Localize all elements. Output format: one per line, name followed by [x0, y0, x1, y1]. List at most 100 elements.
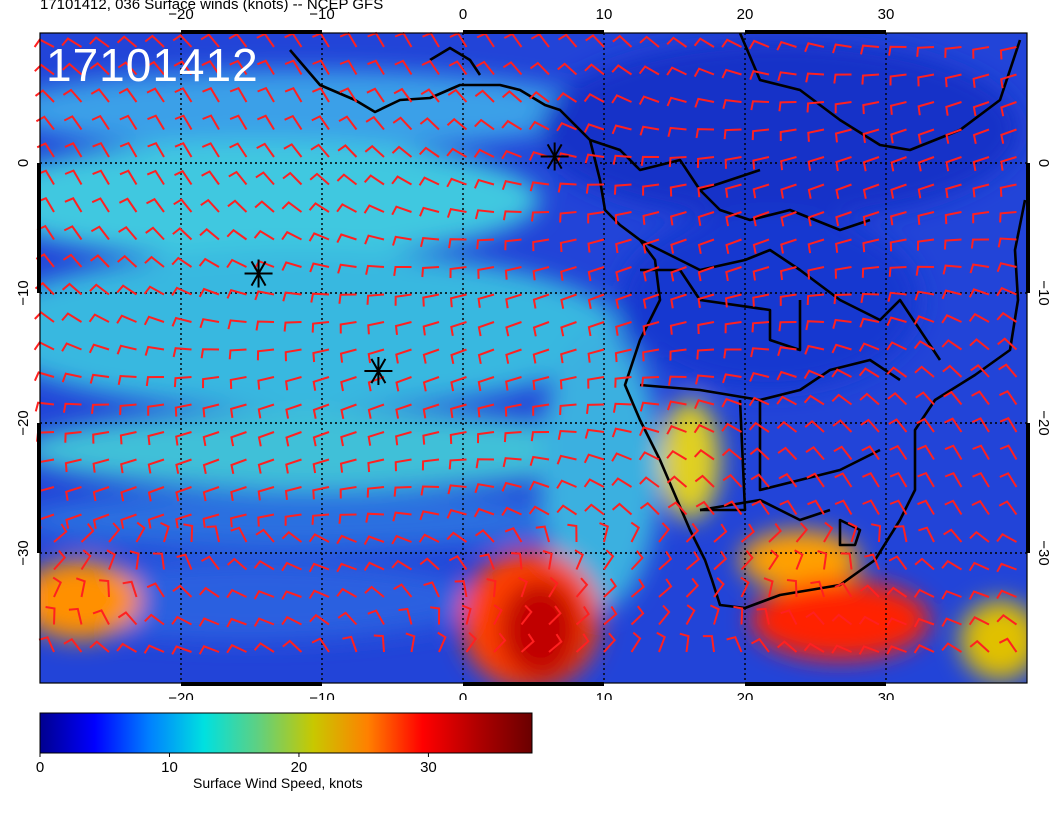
wind-barb — [309, 613, 330, 626]
wind-barb — [858, 342, 880, 352]
wind-barb — [422, 403, 440, 419]
wind-barb — [560, 266, 577, 281]
wind-barb — [176, 553, 193, 570]
wind-barb — [999, 183, 1017, 197]
wind-barb — [172, 33, 193, 48]
wind-barb — [888, 555, 908, 571]
wind-barb — [944, 471, 963, 488]
wind-barb — [473, 507, 495, 518]
wind-barb — [227, 199, 248, 213]
wind-barb — [34, 311, 55, 323]
wind-barb — [886, 316, 907, 327]
wind-barb — [45, 606, 56, 625]
wind-barb — [778, 321, 797, 332]
wind-barb — [65, 486, 82, 501]
wind-barb — [339, 59, 358, 76]
asterisk-marker — [244, 259, 273, 288]
wind-barb — [888, 266, 907, 277]
wind-barb — [342, 635, 358, 653]
wind-barb — [835, 156, 852, 172]
wind-barb — [92, 486, 110, 502]
wind-barb — [915, 265, 935, 276]
wind-barb — [614, 348, 632, 363]
wind-barb — [474, 118, 495, 131]
wind-barb — [679, 632, 690, 653]
wind-barb — [228, 170, 248, 186]
wind-barb — [587, 348, 605, 363]
wind-barb — [201, 170, 220, 186]
wind-barb — [917, 183, 935, 199]
wind-barb — [723, 128, 742, 140]
wind-barb — [38, 636, 55, 653]
wind-barb — [363, 561, 385, 571]
wind-barb — [61, 372, 82, 383]
wind-barb — [64, 197, 83, 213]
colorbar-tick-label: 10 — [161, 759, 178, 776]
wind-barb — [587, 211, 605, 224]
wind-barb — [75, 577, 86, 598]
wind-barb — [685, 604, 696, 625]
lat-tick-label-right: −20 — [1035, 410, 1052, 435]
wind-barb — [917, 101, 935, 116]
wind-barb — [447, 484, 467, 495]
wind-barb — [777, 71, 797, 82]
wind-barb — [834, 582, 853, 598]
wind-barb — [99, 579, 110, 598]
wind-barb — [858, 645, 880, 655]
wind-barb — [117, 254, 138, 268]
wind-barb — [89, 283, 110, 296]
wind-barb — [418, 146, 440, 158]
wind-barb — [520, 633, 535, 653]
wind-barb — [780, 238, 797, 254]
wind-barb — [147, 403, 165, 416]
wind-barb — [805, 611, 825, 626]
lon-tick-label-bottom: 0 — [459, 690, 467, 700]
wind-barb — [894, 525, 908, 543]
wind-barb — [183, 523, 194, 543]
wind-barb — [173, 376, 192, 388]
wind-barb — [864, 553, 880, 570]
wind-barb — [119, 169, 138, 186]
wind-barb — [501, 506, 522, 516]
lat-tick-label-left: −30 — [15, 540, 32, 565]
wind-barb — [834, 499, 853, 516]
wind-barb — [449, 293, 467, 308]
wind-barb — [92, 458, 110, 473]
wind-barb — [941, 617, 962, 627]
wind-barb — [886, 341, 907, 351]
wind-barb — [890, 183, 907, 199]
wind-barb — [557, 429, 577, 441]
wind-barb — [794, 549, 804, 570]
wind-barb — [363, 535, 385, 545]
wind-barb — [862, 156, 880, 172]
wind-barb — [309, 172, 330, 186]
wind-barb — [941, 339, 963, 351]
wind-barb — [257, 513, 275, 527]
wind-barb — [336, 562, 357, 573]
wind-barb — [971, 417, 990, 433]
wind-barb — [722, 99, 742, 110]
wind-barb — [586, 403, 605, 415]
wind-barb — [338, 293, 357, 304]
wind-barb — [311, 637, 330, 653]
wind-barb — [281, 590, 302, 600]
wind-barb — [972, 211, 990, 224]
wind-barb — [172, 227, 193, 241]
wind-barb — [697, 266, 715, 282]
wind-barb — [831, 644, 852, 654]
wind-barb — [583, 453, 605, 464]
wind-barb — [724, 156, 742, 169]
wind-barb — [175, 486, 192, 502]
wind-barb — [831, 613, 853, 626]
wind-barb — [832, 419, 853, 433]
wind-barb — [748, 39, 770, 50]
wind-barb — [173, 60, 193, 76]
wind-barb — [367, 348, 385, 364]
wind-barb — [64, 458, 82, 473]
wind-barb — [61, 282, 83, 296]
wind-barb — [666, 66, 687, 76]
wind-barb — [612, 402, 632, 413]
wind-barb — [693, 423, 715, 434]
wind-barb — [968, 590, 990, 600]
wind-barb — [230, 431, 247, 447]
